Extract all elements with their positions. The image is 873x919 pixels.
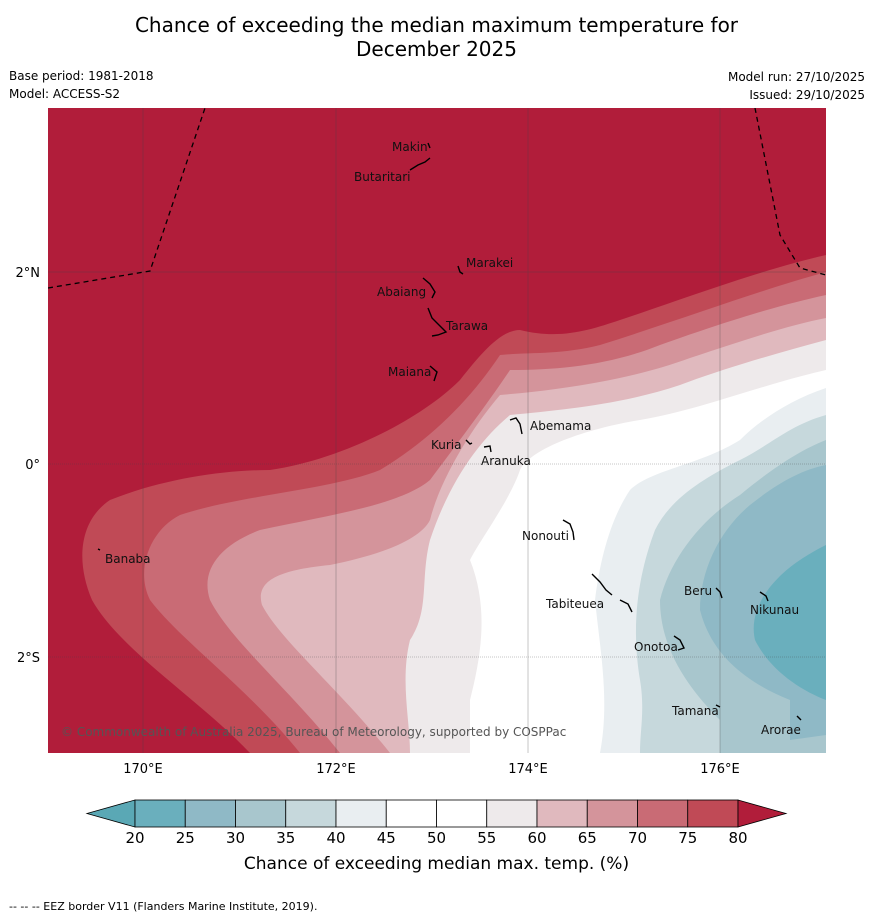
lon-tick-170e: 170°E bbox=[123, 762, 163, 777]
colorbar-label-80: 80 bbox=[728, 829, 748, 847]
colorbar-label-65: 65 bbox=[577, 829, 597, 847]
colorbar-segment-c20_25 bbox=[134, 799, 186, 828]
label-maiana: Maiana bbox=[388, 365, 431, 379]
colorbar-label-40: 40 bbox=[326, 829, 346, 847]
model-run-label: Model run: 27/10/2025 bbox=[727, 70, 865, 84]
model-label: Model: ACCESS-S2 bbox=[9, 87, 121, 101]
label-abaiang: Abaiang bbox=[377, 285, 426, 299]
island-maiana-shape bbox=[429, 365, 438, 382]
label-nikunau: Nikunau bbox=[750, 603, 799, 617]
label-tamana: Tamana bbox=[671, 704, 719, 718]
colorbar-label-35: 35 bbox=[276, 829, 296, 847]
colorbar-segment-c25_30 bbox=[184, 799, 236, 828]
island-tamana-shape bbox=[715, 704, 721, 708]
island-banaba-shape bbox=[97, 548, 101, 551]
lon-tick-172e: 172°E bbox=[316, 762, 356, 777]
eez-border-east bbox=[754, 108, 826, 276]
island-onotoa-shape bbox=[673, 635, 685, 651]
label-arorae: Arorae bbox=[761, 723, 801, 737]
lon-tick-labels: 170°E 172°E 174°E 176°E bbox=[123, 762, 740, 777]
colorbar-segment-c60_65 bbox=[536, 799, 588, 828]
colorbar-segment-c40_45 bbox=[335, 799, 387, 828]
islands bbox=[97, 142, 802, 721]
colorbar-segment-c55_60 bbox=[486, 799, 538, 828]
colorbar-label-50: 50 bbox=[426, 829, 447, 847]
label-tarawa: Tarawa bbox=[445, 319, 488, 333]
colorbar-segment-c30_35 bbox=[235, 799, 287, 828]
colorbar-label-30: 30 bbox=[225, 829, 246, 847]
colorbar-label-70: 70 bbox=[627, 829, 648, 847]
lat-tick-0: 0° bbox=[25, 458, 40, 473]
graticule bbox=[48, 108, 826, 753]
colorbar bbox=[85, 799, 788, 828]
colorbar-label-25: 25 bbox=[175, 829, 195, 847]
map-title-line2: December 2025 bbox=[356, 37, 517, 61]
colorbar-segment-c35_40 bbox=[285, 799, 337, 828]
colorbar-label-60: 60 bbox=[527, 829, 547, 847]
colorbar-segment-c70_75 bbox=[637, 799, 689, 828]
label-onotoa: Onotoa bbox=[634, 640, 678, 654]
lon-tick-174e: 174°E bbox=[508, 762, 548, 777]
colorbar-segment-c65_70 bbox=[586, 799, 638, 828]
colorbar-extend-low bbox=[85, 799, 136, 828]
colorbar-segment-c45_50 bbox=[385, 799, 437, 828]
island-arorae-shape bbox=[796, 715, 802, 721]
map-title-line1: Chance of exceeding the median maximum t… bbox=[134, 13, 739, 37]
lat-tick-labels: 2°N 0° 2°S bbox=[16, 266, 41, 666]
island-kuria-shape bbox=[465, 439, 473, 445]
label-beru: Beru bbox=[684, 584, 712, 598]
island-nonouti-shape bbox=[562, 519, 575, 541]
island-aranuka-shape bbox=[483, 445, 492, 453]
colorbar-label-45: 45 bbox=[376, 829, 396, 847]
island-makin-shape bbox=[427, 142, 431, 149]
issued-label: Issued: 29/10/2025 bbox=[749, 88, 865, 102]
contour-20-25 bbox=[753, 545, 826, 700]
colorbar-extend-high bbox=[737, 799, 788, 828]
island-tarawa-shape bbox=[427, 307, 448, 337]
lat-tick-2n: 2°N bbox=[16, 266, 41, 281]
colorbar-title: Chance of exceeding median max. temp. (%… bbox=[243, 854, 630, 874]
island-marakei-shape bbox=[457, 265, 464, 275]
island-abaiang-shape bbox=[422, 277, 436, 299]
island-nikunau-shape bbox=[759, 591, 769, 602]
island-tabiteuea-shape bbox=[591, 573, 633, 613]
label-abemama: Abemama bbox=[530, 419, 591, 433]
map-panel: Makin Butaritari Marakei Abaiang Tarawa … bbox=[48, 108, 826, 753]
island-butaritari-shape bbox=[409, 157, 431, 171]
eez-border-west bbox=[48, 108, 206, 289]
copyright-notice: © Commonwealth of Australia 2025, Bureau… bbox=[61, 725, 566, 739]
lon-tick-176e: 176°E bbox=[700, 762, 740, 777]
label-makin: Makin bbox=[392, 140, 428, 154]
label-marakei: Marakei bbox=[466, 256, 513, 270]
label-nonouti: Nonouti bbox=[522, 529, 569, 543]
place-labels: Makin Butaritari Marakei Abaiang Tarawa … bbox=[105, 140, 801, 737]
label-banaba: Banaba bbox=[105, 552, 151, 566]
island-abemama-shape bbox=[509, 417, 523, 435]
colorbar-segment-c75_80 bbox=[687, 799, 739, 828]
eez-footnote: -- -- -- EEZ border V11 (Flanders Marine… bbox=[9, 900, 318, 913]
island-beru-shape bbox=[715, 587, 723, 599]
label-butaritari: Butaritari bbox=[354, 170, 411, 184]
colorbar-label-55: 55 bbox=[477, 829, 497, 847]
lat-tick-2s: 2°S bbox=[17, 651, 40, 666]
colorbar-label-75: 75 bbox=[678, 829, 698, 847]
label-aranuka: Aranuka bbox=[481, 454, 531, 468]
colorbar-segment-c50_55 bbox=[436, 799, 488, 828]
eez-borders bbox=[48, 108, 826, 289]
label-kuria: Kuria bbox=[431, 438, 462, 452]
colorbar-label-20: 20 bbox=[125, 829, 145, 847]
label-tabiteuea: Tabiteuea bbox=[545, 597, 604, 611]
base-period-label: Base period: 1981-2018 bbox=[9, 69, 154, 83]
